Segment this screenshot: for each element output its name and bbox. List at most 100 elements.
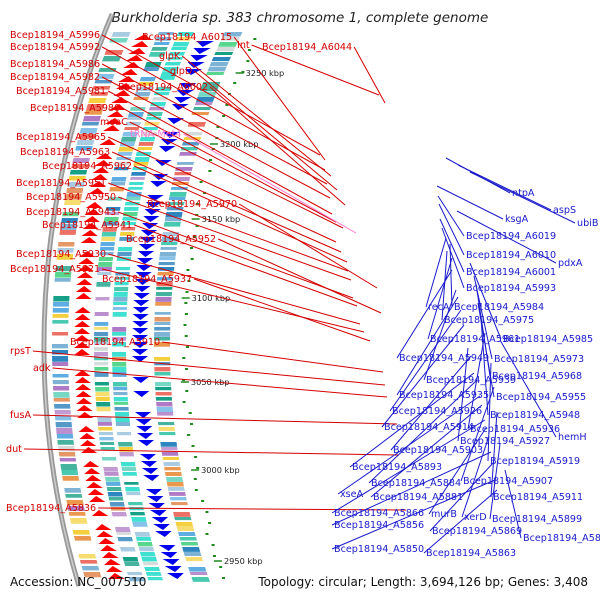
category-track-inner-segment — [113, 387, 128, 391]
category-track-innermost-segment — [189, 572, 208, 576]
category-track-inner-segment — [112, 312, 127, 317]
category-track-middle-segment — [98, 432, 114, 436]
category-track-middle-segment — [94, 372, 109, 377]
category-track-middle-segment — [122, 132, 139, 137]
left-leader-line — [98, 507, 407, 511]
category-track-innermost-segment — [188, 567, 207, 572]
right-gene-label: ksgA — [505, 214, 529, 225]
forward-gene-arrow — [87, 489, 105, 495]
right-leader-line — [423, 289, 457, 381]
left-gene-label: Int — [237, 40, 250, 51]
category-track-inner-segment — [134, 157, 150, 162]
category-track-outer-segment — [62, 476, 80, 481]
category-track-innermost-segment — [154, 312, 171, 315]
category-track-innermost-segment — [183, 552, 202, 556]
category-track-innermost-segment — [184, 132, 203, 136]
category-track-middle-segment — [138, 82, 155, 86]
left-gene-label: dut — [6, 444, 22, 455]
category-track-outer-segment — [52, 356, 69, 362]
category-track-middle-segment — [101, 232, 117, 237]
reverse-gene-arrow — [153, 524, 170, 530]
left-gene-label: Bcep18194_A5910 — [70, 337, 160, 348]
reverse-gene-arrow — [133, 293, 150, 299]
left-leader-line — [238, 203, 378, 289]
category-track-outer-segment — [81, 566, 100, 571]
category-track-inner-segment — [153, 92, 170, 96]
category-track-middle-segment — [126, 117, 143, 120]
left-leader-line — [251, 44, 380, 96]
category-track-middle-segment — [117, 537, 133, 542]
category-track-middle-segment — [124, 562, 140, 566]
left-leader-line — [108, 253, 361, 325]
gc-marker — [219, 566, 223, 568]
forward-gene-arrow — [123, 62, 141, 68]
left-gene-label: Bcep18194_A6015 — [142, 32, 232, 43]
category-track-inner-segment — [147, 577, 164, 581]
category-track-inner-segment — [176, 32, 194, 37]
category-track-innermost-segment — [161, 447, 178, 451]
category-track-inner-segment — [125, 197, 141, 201]
right-leader-line — [461, 435, 490, 518]
reverse-gene-arrow — [138, 251, 155, 257]
category-track-middle-segment — [105, 482, 121, 486]
category-track-innermost-segment — [160, 242, 178, 246]
gc-marker — [209, 159, 213, 161]
category-track-outer-segment — [79, 560, 98, 564]
forward-gene-arrow — [100, 545, 117, 551]
category-track-inner-segment — [121, 222, 137, 226]
category-track-middle-segment — [103, 467, 119, 472]
category-track-middle-segment — [94, 347, 109, 351]
left-leader-line — [129, 121, 344, 229]
right-leader-line — [370, 404, 483, 498]
category-track-middle-segment — [107, 197, 123, 201]
category-track-innermost-segment — [165, 477, 184, 482]
left-gene-label: tRNA-Met4 — [130, 129, 181, 140]
reverse-gene-arrow — [134, 286, 151, 292]
gc-marker — [183, 324, 187, 326]
right-leader-line — [469, 171, 576, 224]
category-track-outer-segment — [52, 314, 69, 318]
forward-gene-arrow — [74, 328, 91, 334]
left-leader-line — [133, 165, 348, 263]
left-leader-line — [102, 268, 365, 333]
reverse-gene-arrow — [163, 132, 180, 138]
reverse-gene-arrow — [184, 69, 202, 75]
category-track-inner-segment — [139, 137, 156, 142]
category-track-innermost-segment — [157, 267, 175, 271]
category-track-outer-segment — [53, 398, 70, 402]
category-track-innermost-segment — [155, 392, 172, 396]
category-track-inner-segment — [124, 202, 140, 206]
category-track-middle-segment — [155, 37, 172, 41]
reverse-gene-arrow — [133, 391, 150, 397]
category-track-inner-segment — [112, 327, 127, 332]
gc-marker — [208, 522, 212, 524]
category-track-outer-segment — [66, 188, 84, 194]
forward-gene-arrow — [113, 90, 131, 96]
category-track-innermost-segment — [187, 122, 206, 127]
accession-text: Accession: NC_007510 — [10, 575, 146, 589]
reverse-gene-arrow — [135, 272, 152, 278]
left-leader-line — [111, 151, 342, 253]
category-track-outer-segment — [94, 80, 113, 84]
category-track-outer-segment — [64, 488, 82, 493]
category-track-inner-segment — [113, 287, 129, 292]
left-leader-line — [121, 107, 337, 223]
reverse-gene-arrow — [138, 244, 156, 250]
right-leader-line — [441, 250, 448, 321]
category-track-middle-segment — [106, 487, 122, 492]
category-track-innermost-segment — [182, 547, 201, 552]
reverse-gene-arrow — [134, 279, 152, 285]
reverse-gene-arrow — [136, 426, 153, 432]
forward-gene-arrow — [109, 104, 126, 110]
category-track-outer-segment — [88, 98, 107, 104]
gc-marker — [190, 258, 194, 260]
category-track-innermost-segment — [158, 427, 176, 431]
category-track-middle-segment — [128, 577, 145, 582]
gc-marker — [187, 280, 191, 282]
left-leader-line — [117, 211, 354, 299]
category-track-outer-segment — [60, 224, 78, 230]
right-leader-line — [487, 362, 492, 462]
category-track-outer-segment — [52, 344, 69, 349]
category-track-middle-segment — [108, 497, 124, 501]
gc-marker — [202, 192, 206, 194]
